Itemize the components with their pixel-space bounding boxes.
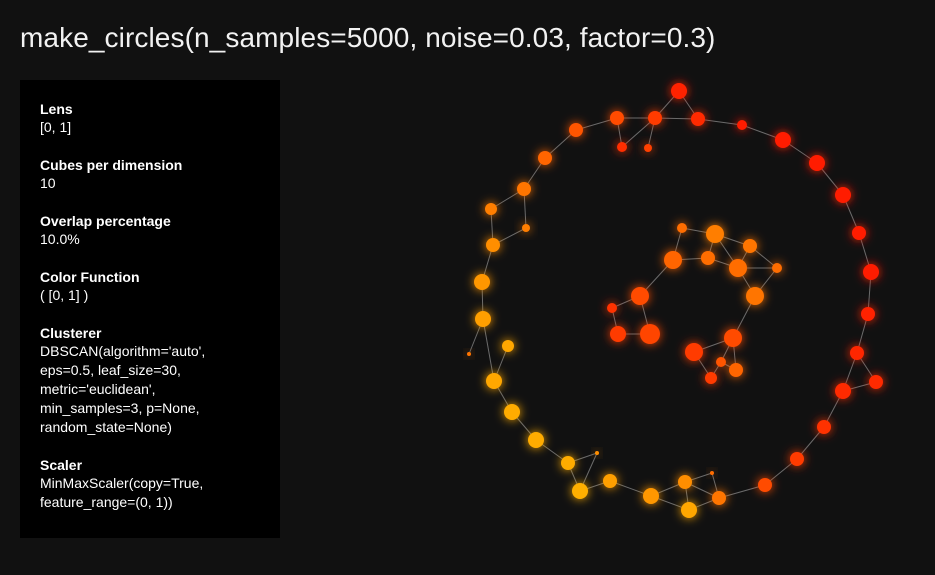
graph-edge: [718, 484, 766, 499]
graph-node[interactable]: [775, 132, 791, 148]
info-label: Scaler: [40, 457, 83, 473]
graph-node[interactable]: [561, 456, 575, 470]
graph-node[interactable]: [474, 274, 490, 290]
graph-node[interactable]: [737, 120, 747, 130]
graph-node[interactable]: [486, 238, 500, 252]
graph-node[interactable]: [640, 324, 660, 344]
graph-node[interactable]: [729, 363, 743, 377]
info-value: MinMaxScaler(copy=True, feature_range=(0…: [40, 475, 204, 510]
graph-node[interactable]: [850, 346, 864, 360]
info-item-color-function: Color Function ( [0, 1] ): [40, 268, 260, 305]
info-value: [0, 1]: [40, 119, 72, 135]
graph-edge: [654, 117, 699, 120]
info-label: Lens: [40, 101, 73, 117]
graph-node[interactable]: [631, 287, 649, 305]
info-item-scaler: Scaler MinMaxScaler(copy=True, feature_r…: [40, 456, 260, 512]
graph-edge: [621, 117, 656, 148]
graph-node[interactable]: [617, 142, 627, 152]
graph-node[interactable]: [772, 263, 782, 273]
info-item-cubes: Cubes per dimension 10: [40, 156, 260, 193]
graph-node[interactable]: [538, 151, 552, 165]
graph-node[interactable]: [610, 111, 624, 125]
graph-node[interactable]: [835, 383, 851, 399]
graph-node[interactable]: [869, 375, 883, 389]
graph-node[interactable]: [610, 326, 626, 342]
graph-node[interactable]: [644, 144, 652, 152]
info-label: Overlap percentage: [40, 213, 171, 229]
graph-node[interactable]: [677, 223, 687, 233]
graph-node[interactable]: [724, 329, 742, 347]
graph-node[interactable]: [716, 357, 726, 367]
graph-node[interactable]: [701, 251, 715, 265]
info-label: Cubes per dimension: [40, 157, 183, 173]
graph-edge: [575, 117, 618, 131]
graph-node[interactable]: [603, 474, 617, 488]
graph-node[interactable]: [835, 187, 851, 203]
graph-node[interactable]: [729, 259, 747, 277]
graph-node[interactable]: [643, 488, 659, 504]
info-item-overlap: Overlap percentage 10.0%: [40, 212, 260, 249]
graph-edges: [468, 90, 877, 511]
graph-node[interactable]: [712, 491, 726, 505]
info-item-lens: Lens [0, 1]: [40, 100, 260, 137]
graph-node[interactable]: [758, 478, 772, 492]
graph-node[interactable]: [486, 373, 502, 389]
graph-node[interactable]: [528, 432, 544, 448]
graph-node[interactable]: [746, 287, 764, 305]
info-value: DBSCAN(algorithm='auto', eps=0.5, leaf_s…: [40, 343, 206, 435]
graph-node[interactable]: [475, 311, 491, 327]
info-value: 10: [40, 175, 56, 191]
graph-node[interactable]: [861, 307, 875, 321]
graph-node[interactable]: [664, 251, 682, 269]
graph-node[interactable]: [817, 420, 831, 434]
info-value: 10.0%: [40, 231, 80, 247]
mapper-graph[interactable]: [420, 70, 920, 530]
graph-node[interactable]: [685, 343, 703, 361]
graph-node[interactable]: [522, 224, 530, 232]
graph-node[interactable]: [681, 502, 697, 518]
graph-node[interactable]: [467, 352, 471, 356]
graph-node[interactable]: [678, 475, 692, 489]
page-title: make_circles(n_samples=5000, noise=0.03,…: [20, 22, 716, 53]
graph-node[interactable]: [863, 264, 879, 280]
graph-node[interactable]: [595, 451, 599, 455]
graph-edge: [697, 118, 743, 126]
graph-canvas[interactable]: [420, 70, 920, 530]
graph-node[interactable]: [569, 123, 583, 137]
graph-node[interactable]: [852, 226, 866, 240]
info-panel: Lens [0, 1] Cubes per dimension 10 Overl…: [20, 80, 280, 538]
graph-node[interactable]: [790, 452, 804, 466]
info-item-clusterer: Clusterer DBSCAN(algorithm='auto', eps=0…: [40, 324, 260, 437]
info-label: Color Function: [40, 269, 140, 285]
graph-node[interactable]: [671, 83, 687, 99]
graph-node[interactable]: [572, 483, 588, 499]
graph-nodes[interactable]: [467, 83, 883, 518]
graph-node[interactable]: [809, 155, 825, 171]
info-value: ( [0, 1] ): [40, 287, 89, 303]
graph-node[interactable]: [607, 303, 617, 313]
graph-node[interactable]: [504, 404, 520, 420]
graph-edge: [482, 318, 495, 382]
graph-node[interactable]: [517, 182, 531, 196]
graph-node[interactable]: [691, 112, 705, 126]
graph-node[interactable]: [485, 203, 497, 215]
graph-node[interactable]: [705, 372, 717, 384]
graph-node[interactable]: [706, 225, 724, 243]
graph-node[interactable]: [648, 111, 662, 125]
info-label: Clusterer: [40, 325, 102, 341]
graph-node[interactable]: [710, 471, 714, 475]
graph-node[interactable]: [743, 239, 757, 253]
graph-node[interactable]: [502, 340, 514, 352]
